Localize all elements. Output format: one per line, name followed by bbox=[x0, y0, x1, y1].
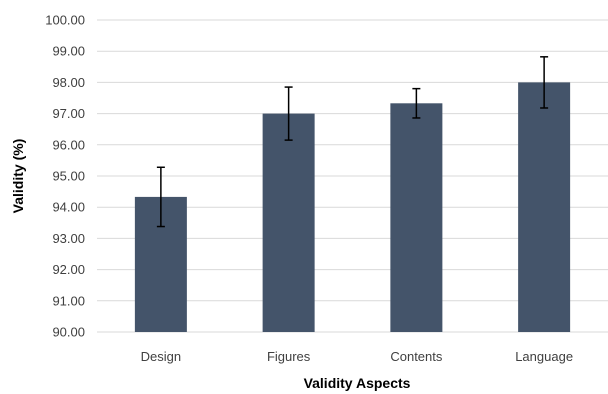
y-tick-label: 95.00 bbox=[52, 169, 85, 184]
y-tick-label: 100.00 bbox=[45, 13, 85, 28]
bar bbox=[262, 113, 315, 332]
y-tick-label: 99.00 bbox=[52, 44, 85, 59]
error-bars bbox=[156, 56, 549, 228]
y-axis-ticks: 90.00 91.00 92.00 93.00 94.00 95.00 96.00 97.00… bbox=[45, 13, 85, 340]
y-tick-label: 96.00 bbox=[52, 137, 85, 152]
x-axis-ticks: Design Figures Contents Language bbox=[141, 349, 573, 364]
bar bbox=[518, 82, 571, 333]
bars bbox=[134, 82, 571, 333]
y-tick-label: 92.00 bbox=[52, 262, 85, 277]
x-tick-label: Language bbox=[515, 349, 573, 364]
x-tick-label: Design bbox=[141, 349, 181, 364]
y-tick-label: 94.00 bbox=[52, 200, 85, 215]
y-tick-label: 91.00 bbox=[52, 293, 85, 308]
y-tick-label: 90.00 bbox=[52, 325, 85, 340]
bar bbox=[390, 103, 443, 332]
y-tick-label: 98.00 bbox=[52, 75, 85, 90]
y-tick-label: 97.00 bbox=[52, 106, 85, 121]
x-tick-label: Contents bbox=[390, 349, 443, 364]
y-tick-label: 93.00 bbox=[52, 231, 85, 246]
y-axis-title: Validity (%) bbox=[10, 139, 26, 214]
x-axis-title: Validity Aspects bbox=[304, 375, 411, 391]
x-tick-label: Figures bbox=[267, 349, 311, 364]
